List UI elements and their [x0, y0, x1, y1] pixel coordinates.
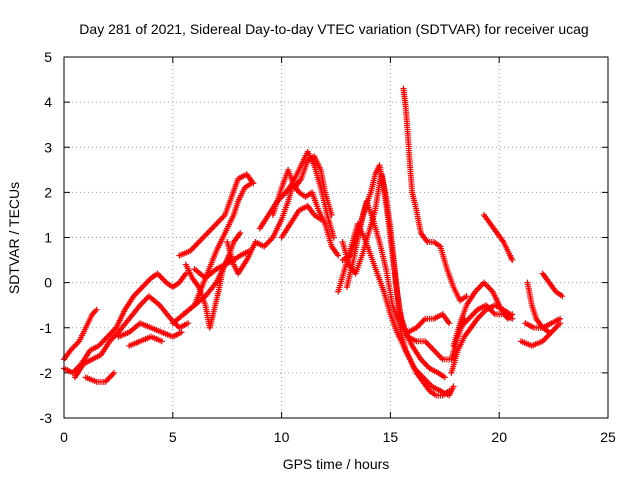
- series-s6: [126, 333, 165, 349]
- data-point-marker: [250, 180, 257, 187]
- series-s3: [71, 293, 192, 381]
- data-point-marker: [463, 293, 470, 300]
- x-tick-label: 20: [491, 429, 507, 445]
- x-tick-label: 25: [600, 429, 616, 445]
- data-point-marker: [557, 315, 564, 322]
- data-point-marker: [546, 329, 553, 336]
- y-tick-label: 1: [44, 230, 52, 246]
- data-point-marker: [158, 338, 165, 345]
- chart-title: Day 281 of 2021, Sidereal Day-to-day VTE…: [79, 21, 588, 37]
- data-point-marker: [317, 216, 324, 223]
- series-s27: [522, 315, 564, 331]
- series-s24: [457, 302, 516, 331]
- data-points: [61, 85, 566, 399]
- series-s28: [524, 279, 553, 336]
- data-point-marker: [185, 320, 192, 327]
- x-tick-label: 15: [383, 429, 399, 445]
- data-point-marker: [446, 387, 453, 394]
- data-point-marker: [450, 383, 457, 390]
- data-point-marker: [93, 306, 100, 313]
- series-s29: [539, 270, 566, 300]
- series-s2: [61, 306, 100, 363]
- data-point-marker: [182, 270, 189, 277]
- series-s19: [335, 220, 453, 399]
- x-axis-label: GPS time / hours: [283, 456, 390, 472]
- series-s25: [480, 211, 516, 264]
- data-point-marker: [509, 257, 516, 264]
- data-point-marker: [237, 229, 244, 236]
- plot-frame: [63, 56, 609, 419]
- data-point-marker: [509, 315, 516, 322]
- series-s15: [278, 202, 324, 241]
- y-tick-label: 5: [44, 49, 52, 65]
- y-tick-label: 4: [44, 94, 52, 110]
- series-s11: [182, 252, 233, 331]
- y-tick-label: -1: [40, 320, 53, 336]
- series-s26: [517, 320, 564, 349]
- y-tick-label: 2: [44, 184, 52, 200]
- y-tick-label: 3: [44, 139, 52, 155]
- data-point-marker: [328, 211, 335, 218]
- x-tick-label: 5: [169, 429, 177, 445]
- data-point-marker: [559, 293, 566, 300]
- series-s21: [404, 311, 453, 336]
- series-s4: [82, 369, 118, 385]
- series-s1: [61, 270, 189, 376]
- y-tick-label: -2: [40, 365, 53, 381]
- data-point-marker: [441, 374, 448, 381]
- series-s9: [176, 171, 257, 259]
- y-axis-label: SDTVAR / TECUs: [6, 182, 22, 294]
- axis-ticks: 0 5 10 15 20 25 -3 -2 -1 0 1 2 3 4 5: [40, 49, 616, 445]
- data-point-marker: [330, 234, 337, 241]
- data-point-marker: [111, 369, 118, 376]
- series-s23: [448, 302, 514, 376]
- y-tick-label: 0: [44, 275, 52, 291]
- series-s5: [115, 320, 185, 340]
- x-tick-label: 10: [274, 429, 290, 445]
- x-tick-label: 0: [60, 429, 68, 445]
- data-point-marker: [335, 252, 342, 259]
- data-point-marker: [446, 320, 453, 327]
- series-s20: [400, 85, 470, 304]
- series-s14: [269, 153, 335, 218]
- y-tick-label: -3: [40, 410, 53, 426]
- data-point-marker: [178, 329, 185, 336]
